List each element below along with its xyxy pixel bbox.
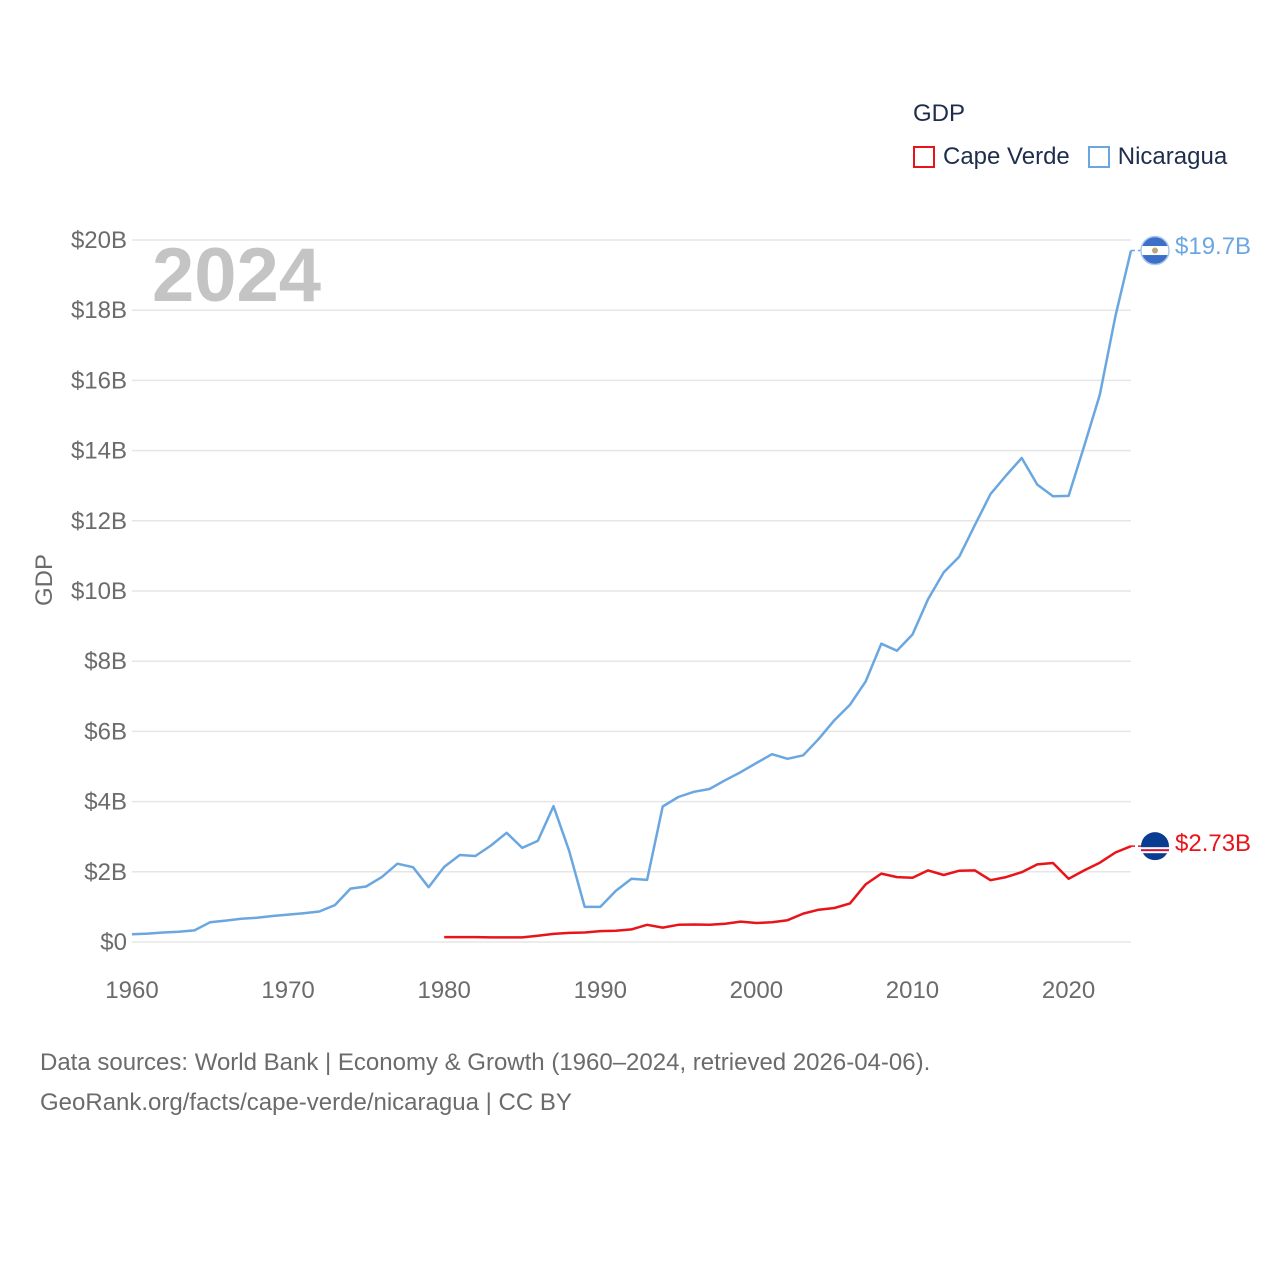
y-axis-tick-labels: $0 $2B $4B $6B $8B $10B $12B $14B $16B $18B $20B [71, 227, 127, 956]
series-line-nicaragua [131, 250, 1133, 936]
x-axis-tick-labels: 1960 1970 1980 1990 2000 2010 2020 [105, 977, 1095, 1004]
x-tick-label: 1990 [574, 977, 627, 1004]
data-series [131, 250, 1133, 939]
footer-line-2: GeoRank.org/facts/cape-verde/nicaragua |… [40, 1089, 572, 1116]
legend-swatch-cape-verde [913, 146, 935, 168]
y-tick-label: $12B [71, 508, 127, 535]
y-tick-label: $14B [71, 438, 127, 465]
y-tick-label: $20B [71, 227, 127, 254]
legend-title: GDP [913, 100, 966, 127]
footer-line-1: Data sources: World Bank | Economy & Gro… [40, 1049, 931, 1076]
x-tick-label: 2000 [730, 977, 783, 1004]
end-markers [1131, 235, 1170, 861]
y-tick-label: $0 [100, 929, 127, 956]
y-tick-label: $10B [71, 578, 127, 605]
y-tick-label: $6B [84, 718, 127, 745]
y-tick-label: $8B [84, 648, 127, 675]
legend-swatch-nicaragua [1087, 146, 1110, 168]
footer-source: Data sources: World Bank | Economy & Gro… [40, 1043, 930, 1123]
flag-marker-nicaragua [1140, 235, 1170, 266]
x-tick-label: 1980 [417, 977, 470, 1004]
x-tick-label: 1960 [105, 977, 158, 1004]
x-tick-label: 1970 [261, 977, 314, 1004]
y-tick-label: $4B [84, 789, 127, 816]
legend-item-nicaragua[interactable]: Nicaragua [1087, 143, 1228, 171]
y-axis-label: GDP [31, 554, 58, 606]
series-line-cape-verde [444, 845, 1132, 939]
legend-label-nicaragua: Nicaragua [1117, 143, 1228, 170]
legend-label-cape-verde: Cape Verde [943, 143, 1070, 170]
x-tick-label: 2010 [886, 977, 939, 1004]
y-tick-label: $2B [84, 859, 127, 886]
legend-item-cape-verde[interactable]: Cape Verde [913, 143, 1070, 171]
grid-lines [132, 239, 1131, 943]
x-tick-label: 2020 [1042, 977, 1095, 1004]
end-label-cape-verde: $2.73B [1175, 830, 1252, 857]
end-label-nicaragua: $19.7B [1175, 233, 1252, 260]
y-tick-label: $16B [71, 367, 127, 394]
y-tick-label: $18B [71, 297, 127, 324]
year-watermark: 2024 [152, 233, 322, 318]
flag-marker-cape-verde [1141, 832, 1169, 861]
legend: Cape Verde Nicaragua [913, 143, 1245, 171]
